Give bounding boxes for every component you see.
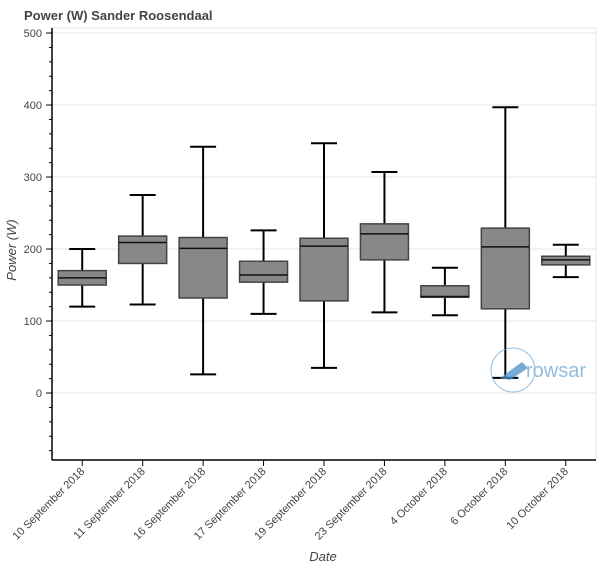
- box-5: [359, 171, 410, 314]
- box-6: [420, 266, 470, 317]
- box-4: [299, 142, 349, 369]
- box-1: [117, 194, 168, 306]
- watermark-logo: rowsar: [490, 347, 586, 393]
- x-axis-label: Date: [309, 549, 336, 564]
- y-tick-label: 200: [24, 244, 42, 256]
- svg-text:rowsar: rowsar: [526, 360, 586, 382]
- box-0: [57, 248, 107, 308]
- x-tick-label: 6 October 2018: [448, 466, 510, 528]
- x-tick-label: 10 October 2018: [504, 466, 570, 532]
- box-iqr: [359, 223, 410, 261]
- y-tick-label: 400: [24, 100, 42, 112]
- box-iqr: [420, 285, 470, 299]
- y-tick-label: 300: [24, 172, 42, 184]
- box-iqr: [178, 236, 228, 299]
- box-iqr: [480, 227, 531, 310]
- box-8: [541, 243, 591, 279]
- y-tick-label: 500: [24, 28, 42, 40]
- box-7: [480, 106, 531, 379]
- box-2: [178, 145, 228, 376]
- box-iqr: [299, 237, 349, 302]
- boxes: [57, 106, 591, 379]
- y-tick-label: 0: [36, 388, 42, 400]
- box-3: [238, 229, 289, 315]
- box-iqr: [238, 260, 289, 283]
- y-tick-label: 100: [24, 316, 42, 328]
- box-iqr: [117, 235, 168, 265]
- chart-title: Power (W) Sander Roosendaal: [24, 8, 213, 23]
- y-axis-label: Power (W): [4, 219, 19, 280]
- x-tick-label: 4 October 2018: [388, 466, 450, 528]
